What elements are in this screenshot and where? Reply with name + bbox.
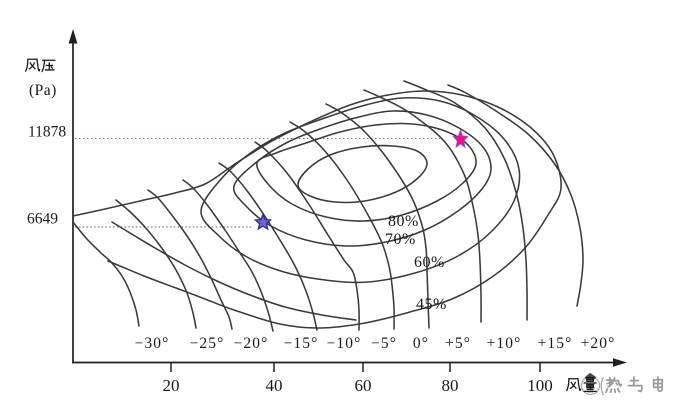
svg-text:0°: 0° bbox=[413, 335, 429, 352]
svg-text:−10°: −10° bbox=[327, 335, 362, 352]
svg-text:80: 80 bbox=[442, 376, 459, 395]
svg-text:−20°: −20° bbox=[234, 335, 269, 352]
svg-text:60: 60 bbox=[355, 376, 372, 395]
svg-text:45%: 45% bbox=[416, 296, 447, 313]
svg-text:70%: 70% bbox=[385, 231, 416, 248]
svg-text:40: 40 bbox=[266, 376, 283, 395]
svg-text:+15°: +15° bbox=[538, 335, 573, 352]
svg-text:6649: 6649 bbox=[27, 211, 58, 228]
svg-text:(Pa): (Pa) bbox=[29, 82, 57, 99]
svg-text:60%: 60% bbox=[414, 254, 445, 271]
svg-text:100: 100 bbox=[527, 376, 553, 395]
svg-text:+10°: +10° bbox=[487, 335, 522, 352]
svg-text:−15°: −15° bbox=[284, 335, 319, 352]
svg-text:−5°: −5° bbox=[371, 335, 397, 352]
svg-text:−30°: −30° bbox=[135, 335, 170, 352]
svg-text:−25°: −25° bbox=[190, 335, 225, 352]
svg-text:11878: 11878 bbox=[28, 124, 66, 141]
svg-text:+5°: +5° bbox=[445, 335, 471, 352]
svg-text:+20°: +20° bbox=[581, 335, 616, 352]
svg-text:20: 20 bbox=[163, 376, 180, 395]
svg-text:80%: 80% bbox=[388, 213, 419, 230]
